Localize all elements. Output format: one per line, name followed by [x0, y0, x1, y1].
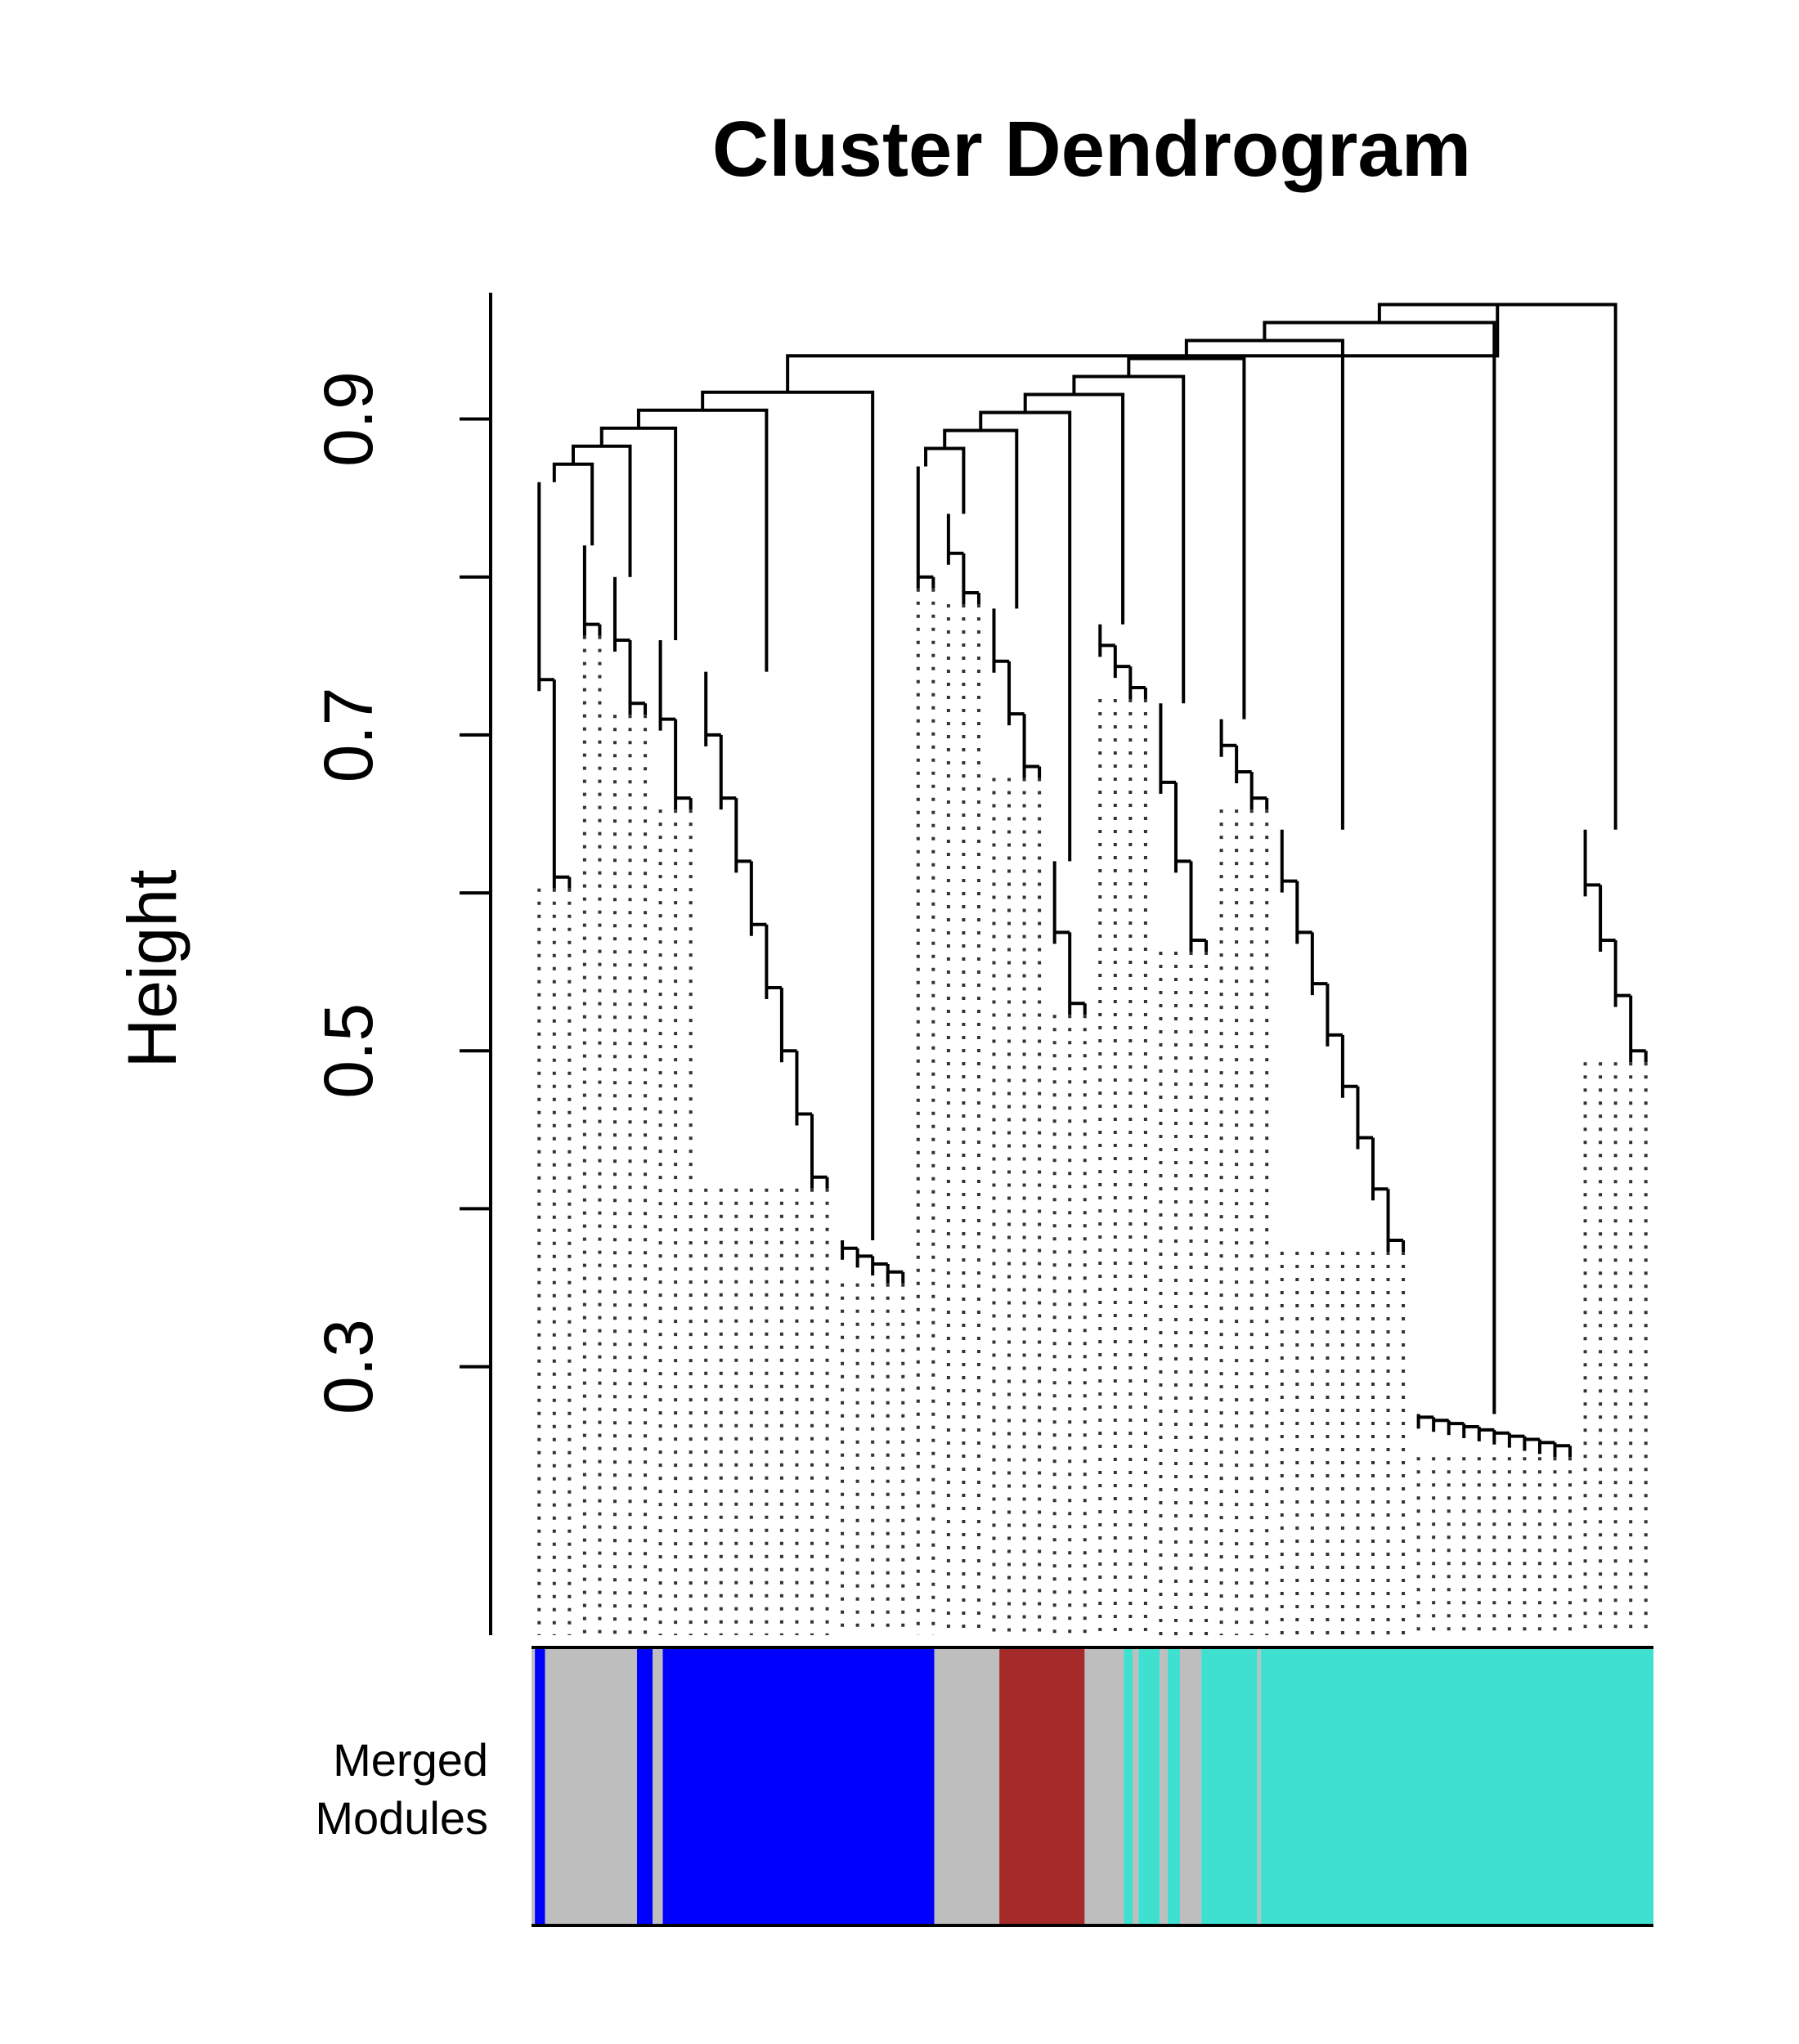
color-bar-segment — [1167, 1647, 1181, 1925]
cluster-branch — [612, 576, 648, 715]
color-bar-segment — [545, 1647, 637, 1925]
merge-link — [1263, 320, 1496, 1414]
color-bar-segment — [1180, 1647, 1202, 1925]
cluster-branch — [841, 1240, 905, 1284]
cluster-branch — [704, 671, 829, 1189]
color-bar-segment — [1138, 1647, 1160, 1925]
cluster-branch — [1159, 703, 1209, 953]
color-bar-label-line-1: Merged — [333, 1734, 488, 1786]
merge-link — [1377, 303, 1617, 830]
merge-link — [636, 408, 769, 672]
color-bar-label: Merged Modules — [315, 1734, 488, 1844]
color-bar-label-line-2: Modules — [315, 1792, 488, 1844]
cluster-branch — [1098, 624, 1147, 699]
merge-link — [701, 390, 875, 1241]
cluster-branch — [916, 466, 935, 589]
cluster-branch — [1583, 829, 1648, 1063]
dendrogram-tree — [537, 303, 1648, 1635]
merge-link — [571, 444, 632, 577]
y-axis-ticks: 0.3 0.5 0.7 0.9 — [310, 371, 491, 1414]
y-tick-label: 0.9 — [310, 371, 387, 467]
cluster-branch — [1052, 861, 1087, 1015]
cluster-branch — [992, 608, 1042, 778]
color-bar-segment — [1124, 1647, 1133, 1925]
merge-link — [924, 446, 966, 514]
module-color-bar — [532, 1646, 1653, 1927]
cluster-branch — [946, 513, 980, 605]
color-bar-segment — [653, 1647, 663, 1925]
color-bar-segment — [1160, 1647, 1168, 1925]
merge-link — [599, 426, 678, 640]
merge-link — [552, 462, 594, 546]
y-tick-label: 0.5 — [310, 1003, 387, 1099]
color-bar-segment — [636, 1647, 653, 1925]
color-bar-segment — [1201, 1647, 1258, 1925]
color-bar-segment — [1257, 1647, 1261, 1925]
merge-link — [1023, 392, 1125, 625]
merge-link — [943, 428, 1019, 609]
cluster-branch — [582, 545, 602, 636]
color-bar-segment — [535, 1647, 545, 1925]
y-axis-label: Height — [114, 870, 191, 1069]
y-axis: 0.3 0.5 0.7 0.9 — [310, 293, 492, 1635]
cluster-branch — [1280, 829, 1406, 1253]
color-bar-segment — [1084, 1647, 1124, 1925]
color-bar-segment — [999, 1647, 1085, 1925]
cluster-branch — [1416, 1414, 1572, 1458]
merge-link — [1184, 338, 1344, 830]
merge-link — [1072, 374, 1186, 704]
color-bar-segment — [1133, 1647, 1139, 1925]
chart-title: Cluster Dendrogram — [712, 105, 1471, 193]
color-bar-segment — [1260, 1647, 1653, 1925]
color-bar-segment — [934, 1647, 1000, 1925]
color-bar-segment — [662, 1647, 935, 1925]
cluster-branch — [537, 482, 572, 889]
y-tick-label: 0.7 — [310, 688, 387, 783]
cluster-branch — [1219, 719, 1269, 810]
root-link — [786, 304, 1500, 392]
color-bar-segment — [532, 1647, 536, 1925]
merge-link — [1127, 356, 1246, 719]
y-tick-label: 0.3 — [310, 1319, 387, 1414]
cluster-branch — [658, 639, 693, 810]
